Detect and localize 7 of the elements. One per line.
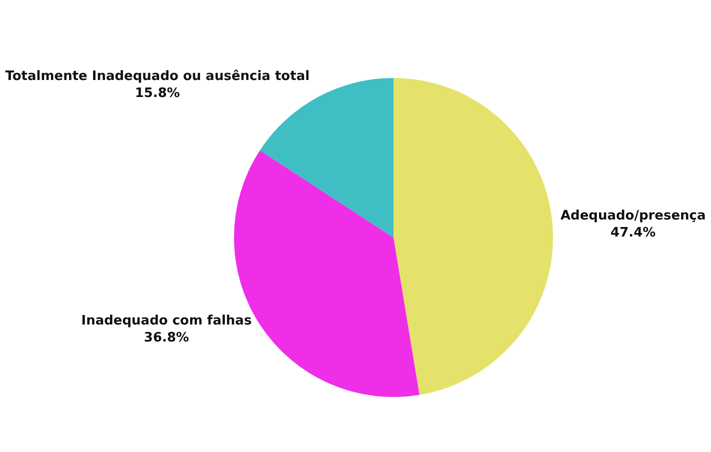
- data-label: 36.8%: [144, 330, 190, 346]
- pie-slice: [394, 78, 553, 395]
- data-label: 47.4%: [610, 225, 656, 240]
- slice-label: Adequado/presença: [560, 208, 706, 224]
- data-label: 15.8%: [134, 86, 180, 101]
- slice-label: Totalmente Inadequado ou ausência total: [5, 68, 310, 84]
- slice-label: Inadequado com falhas: [81, 313, 252, 328]
